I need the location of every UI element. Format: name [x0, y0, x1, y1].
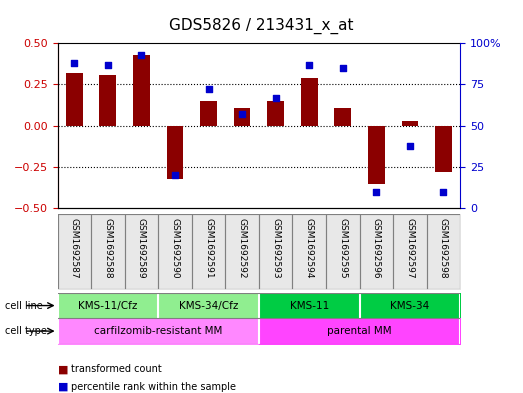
Text: GSM1692594: GSM1692594: [305, 218, 314, 278]
Text: ■: ■: [58, 364, 68, 375]
Point: [271, 95, 280, 101]
Bar: [368, 126, 385, 184]
Text: KMS-11/Cfz: KMS-11/Cfz: [78, 301, 138, 310]
Text: parental MM: parental MM: [327, 326, 392, 336]
Bar: [133, 55, 150, 126]
Point: [439, 189, 448, 195]
Text: GSM1692592: GSM1692592: [237, 218, 247, 278]
Bar: [402, 121, 418, 126]
Bar: [301, 78, 317, 126]
Point: [104, 62, 112, 68]
Point: [406, 142, 414, 149]
Text: GSM1692593: GSM1692593: [271, 218, 280, 279]
Text: ■: ■: [58, 382, 68, 392]
Text: GSM1692591: GSM1692591: [204, 218, 213, 279]
Point: [372, 189, 381, 195]
Text: GSM1692598: GSM1692598: [439, 218, 448, 279]
Bar: [234, 108, 251, 126]
Text: GSM1692590: GSM1692590: [170, 218, 179, 279]
Text: GSM1692589: GSM1692589: [137, 218, 146, 279]
Bar: [66, 73, 83, 126]
Text: KMS-11: KMS-11: [290, 301, 329, 310]
Bar: [99, 75, 116, 126]
Point: [305, 62, 313, 68]
Bar: [435, 126, 452, 172]
Text: GDS5826 / 213431_x_at: GDS5826 / 213431_x_at: [169, 18, 354, 34]
Point: [137, 51, 145, 58]
Bar: [167, 126, 184, 178]
Bar: [334, 108, 351, 126]
Point: [338, 65, 347, 71]
Point: [171, 172, 179, 178]
Text: KMS-34/Cfz: KMS-34/Cfz: [179, 301, 238, 310]
Point: [70, 60, 78, 66]
Point: [238, 111, 246, 118]
Text: GSM1692587: GSM1692587: [70, 218, 79, 279]
Text: GSM1692588: GSM1692588: [104, 218, 112, 279]
Bar: [200, 101, 217, 126]
Bar: [267, 101, 284, 126]
Text: carfilzomib-resistant MM: carfilzomib-resistant MM: [94, 326, 222, 336]
Point: [204, 86, 213, 93]
Text: GSM1692596: GSM1692596: [372, 218, 381, 279]
Text: transformed count: transformed count: [71, 364, 162, 375]
Text: GSM1692597: GSM1692597: [405, 218, 414, 279]
Text: cell type: cell type: [5, 326, 47, 336]
Text: cell line: cell line: [5, 301, 43, 310]
Text: GSM1692595: GSM1692595: [338, 218, 347, 279]
Text: KMS-34: KMS-34: [390, 301, 429, 310]
Text: percentile rank within the sample: percentile rank within the sample: [71, 382, 235, 392]
